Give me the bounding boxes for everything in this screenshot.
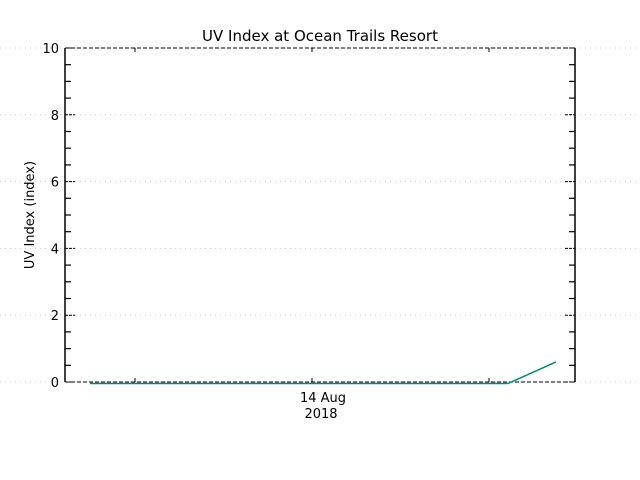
uv-index-line <box>90 361 557 385</box>
y-axis-label: UV Index (index) <box>23 161 38 269</box>
y-tick-label-0: 0 <box>51 376 59 391</box>
y-tick-label-2: 2 <box>51 309 59 324</box>
y-tick-label-8: 8 <box>51 109 59 124</box>
chart-title: UV Index at Ocean Trails Resort <box>202 27 438 45</box>
x-tick-label-date: 14 Aug <box>300 391 346 406</box>
y-tick-label-6: 6 <box>51 176 59 191</box>
y-tick-label-10: 10 <box>42 42 59 57</box>
x-tick-label-year: 2018 <box>304 407 337 422</box>
y-tick-label-4: 4 <box>51 242 59 257</box>
